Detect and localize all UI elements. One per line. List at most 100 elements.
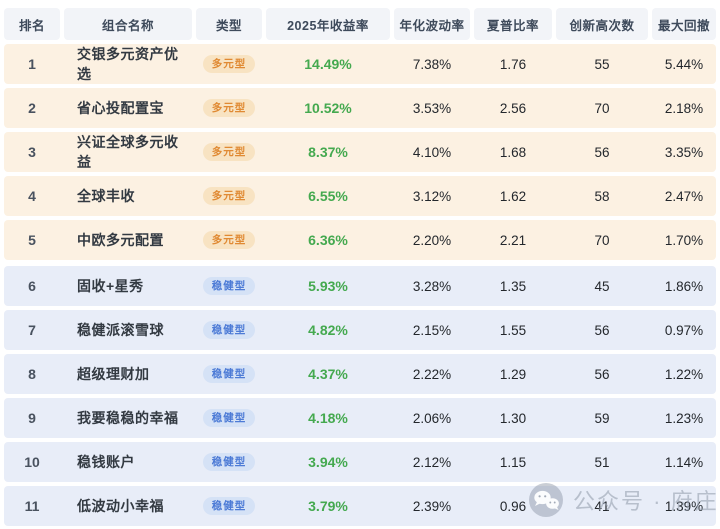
volatility-value: 3.53% (412, 100, 452, 116)
portfolio-name: 中欧多元配置 (77, 232, 164, 248)
type-badge: 稳健型 (202, 276, 256, 296)
return-2025-value: 4.37% (308, 366, 348, 382)
return-2025-value: 3.79% (308, 498, 348, 514)
new-highs-value: 41 (594, 498, 610, 514)
type-cell: 多元型 (196, 176, 262, 216)
return-2025-value: 8.37% (308, 144, 348, 160)
portfolio-name: 稳钱账户 (77, 454, 135, 470)
return-2025-value: 4.82% (308, 322, 348, 338)
table-row: 7 稳健派滚雪球 稳健型 4.82% 2.15% 1.55 56 0.97% (4, 310, 716, 350)
type-cell: 稳健型 (196, 442, 262, 482)
type-badge: 稳健型 (202, 452, 256, 472)
volatility-value: 3.28% (412, 278, 452, 294)
new-highs-value: 56 (594, 144, 610, 160)
volatility-value: 4.10% (412, 144, 452, 160)
type-cell: 稳健型 (196, 398, 262, 438)
volatility-value: 3.12% (412, 188, 452, 204)
col-header-sharpe: 夏普比率 (474, 8, 552, 40)
portfolio-name: 低波动小幸福 (77, 498, 164, 514)
new-highs-value: 70 (594, 100, 610, 116)
table-row: 1 交银多元资产优选 多元型 14.49% 7.38% 1.76 55 5.44… (4, 44, 716, 84)
col-header-new-highs: 创新高次数 (556, 8, 648, 40)
rank-value: 3 (28, 144, 36, 160)
type-cell: 多元型 (196, 44, 262, 84)
table-row: 10 稳钱账户 稳健型 3.94% 2.12% 1.15 51 1.14% (4, 442, 716, 482)
rank-value: 2 (28, 100, 36, 116)
type-cell: 稳健型 (196, 486, 262, 526)
volatility-value: 2.12% (412, 454, 452, 470)
type-badge: 稳健型 (202, 320, 256, 340)
rank-value: 5 (28, 232, 36, 248)
table-header: 排名 组合名称 类型 2025年收益率 年化波动率 夏普比率 创新高次数 最大回… (4, 8, 716, 40)
rank-value: 8 (28, 366, 36, 382)
table-row: 6 固收+星秀 稳健型 5.93% 3.28% 1.35 45 1.86% (4, 266, 716, 306)
max-drawdown-value: 1.22% (664, 366, 704, 382)
max-drawdown-value: 1.39% (664, 498, 704, 514)
portfolio-name: 超级理财加 (77, 366, 150, 382)
rank-value: 6 (28, 278, 36, 294)
sharpe-value: 1.30 (499, 410, 527, 426)
type-cell: 多元型 (196, 132, 262, 172)
portfolio-name: 固收+星秀 (77, 278, 144, 294)
volatility-value: 7.38% (412, 56, 452, 72)
portfolio-name: 全球丰收 (77, 188, 135, 204)
col-header-rank: 排名 (4, 8, 60, 40)
new-highs-value: 55 (594, 56, 610, 72)
rank-value: 1 (28, 56, 36, 72)
type-badge: 多元型 (202, 54, 256, 74)
rank-value: 11 (24, 498, 40, 514)
table-body: 1 交银多元资产优选 多元型 14.49% 7.38% 1.76 55 5.44… (4, 44, 716, 526)
new-highs-value: 45 (594, 278, 610, 294)
sharpe-value: 1.68 (499, 144, 527, 160)
volatility-value: 2.22% (412, 366, 452, 382)
sharpe-value: 1.55 (499, 322, 527, 338)
sharpe-value: 2.56 (499, 100, 527, 116)
type-cell: 多元型 (196, 220, 262, 260)
max-drawdown-value: 1.14% (664, 454, 704, 470)
volatility-value: 2.39% (412, 498, 452, 514)
volatility-value: 2.15% (412, 322, 452, 338)
sharpe-value: 1.15 (499, 454, 527, 470)
rank-value: 9 (28, 410, 36, 426)
sharpe-value: 1.29 (499, 366, 527, 382)
return-2025-value: 14.49% (304, 56, 352, 72)
max-drawdown-value: 1.70% (664, 232, 704, 248)
type-cell: 稳健型 (196, 310, 262, 350)
sharpe-value: 1.76 (499, 56, 527, 72)
type-badge: 多元型 (202, 98, 256, 118)
type-cell: 多元型 (196, 88, 262, 128)
type-badge: 多元型 (202, 186, 256, 206)
max-drawdown-value: 1.23% (664, 410, 704, 426)
table-row: 9 我要稳稳的幸福 稳健型 4.18% 2.06% 1.30 59 1.23% (4, 398, 716, 438)
volatility-value: 2.06% (412, 410, 452, 426)
max-drawdown-value: 2.47% (664, 188, 704, 204)
type-cell: 稳健型 (196, 354, 262, 394)
max-drawdown-value: 2.18% (664, 100, 704, 116)
col-header-volatility: 年化波动率 (394, 8, 470, 40)
table-row: 3 兴证全球多元收益 多元型 8.37% 4.10% 1.68 56 3.35% (4, 132, 716, 172)
portfolio-name: 兴证全球多元收益 (77, 134, 179, 170)
return-2025-value: 4.18% (308, 410, 348, 426)
max-drawdown-value: 5.44% (664, 56, 704, 72)
new-highs-value: 70 (594, 232, 610, 248)
sharpe-value: 1.35 (499, 278, 527, 294)
col-header-type: 类型 (196, 8, 262, 40)
col-header-drawdown: 最大回撤 (652, 8, 716, 40)
return-2025-value: 5.93% (308, 278, 348, 294)
portfolio-name: 交银多元资产优选 (77, 46, 179, 82)
return-2025-value: 10.52% (304, 100, 352, 116)
type-badge: 多元型 (202, 142, 256, 162)
table-row: 5 中欧多元配置 多元型 6.36% 2.20% 2.21 70 1.70% (4, 220, 716, 260)
col-header-return-2025: 2025年收益率 (266, 8, 390, 40)
type-badge: 多元型 (202, 230, 256, 250)
sharpe-value: 1.62 (499, 188, 527, 204)
table-row: 8 超级理财加 稳健型 4.37% 2.22% 1.29 56 1.22% (4, 354, 716, 394)
rank-value: 7 (28, 322, 36, 338)
max-drawdown-value: 1.86% (664, 278, 704, 294)
max-drawdown-value: 0.97% (664, 322, 704, 338)
max-drawdown-value: 3.35% (664, 144, 704, 160)
return-2025-value: 3.94% (308, 454, 348, 470)
sharpe-value: 0.96 (499, 498, 527, 514)
new-highs-value: 59 (594, 410, 610, 426)
